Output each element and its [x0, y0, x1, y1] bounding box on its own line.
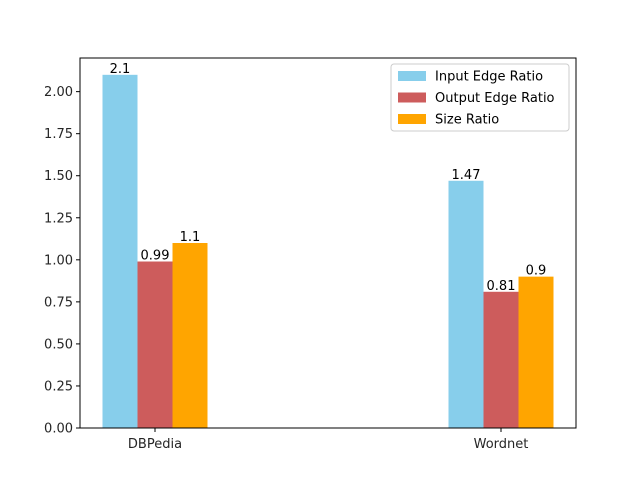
legend-swatch — [398, 114, 426, 124]
bar-size-ratio-dbpedia — [172, 243, 208, 428]
data-label: 2.1 — [110, 62, 131, 77]
legend: Input Edge Ratio Output Edge Ratio Size Ra… — [390, 63, 570, 132]
legend-label: Input Edge Ratio — [435, 70, 543, 85]
y-tick-label: 0.00 — [44, 422, 73, 437]
bar-output-edge-ratio-dbpedia — [137, 261, 173, 428]
legend-label: Output Edge Ratio — [435, 91, 555, 106]
legend-swatch — [398, 92, 426, 103]
data-label: 1.47 — [452, 168, 481, 183]
x-tick-label: Wordnet — [474, 437, 529, 452]
bar-input-edge-ratio-dbpedia — [102, 74, 138, 429]
bar-input-edge-ratio-wordnet — [448, 180, 484, 428]
x-tick-label: DBPedia — [128, 437, 182, 452]
y-tick-label: 2.00 — [44, 85, 73, 100]
y-tick-label: 1.25 — [44, 211, 73, 226]
x-axis: DBPedia Wordnet — [128, 428, 528, 452]
data-label: 0.99 — [141, 249, 170, 264]
y-tick-label: 1.75 — [44, 127, 73, 142]
data-labels-layer: 2.1 1.47 0.99 0.81 1.1 0.9 — [110, 62, 547, 294]
bar-output-edge-ratio-wordnet — [483, 291, 519, 428]
plot-area-frame — [79, 57, 577, 429]
y-tick-label: 0.50 — [44, 337, 73, 352]
data-label: 1.1 — [180, 230, 201, 245]
y-tick-label: 0.75 — [44, 295, 73, 310]
bar-size-ratio-wordnet — [518, 276, 554, 428]
y-tick-label: 0.25 — [44, 379, 73, 394]
y-axis: 0.00 0.25 0.50 0.75 1.00 1.25 1.50 1.75 2.00 — [44, 85, 80, 437]
data-label: 0.81 — [487, 279, 516, 294]
bars-layer — [102, 74, 554, 429]
y-tick-label: 1.00 — [44, 253, 73, 268]
legend-swatch — [398, 71, 426, 81]
legend-frame — [390, 63, 570, 132]
y-tick-label: 1.50 — [44, 169, 73, 184]
data-label: 0.9 — [526, 264, 547, 279]
legend-label: Size Ratio — [435, 113, 499, 128]
